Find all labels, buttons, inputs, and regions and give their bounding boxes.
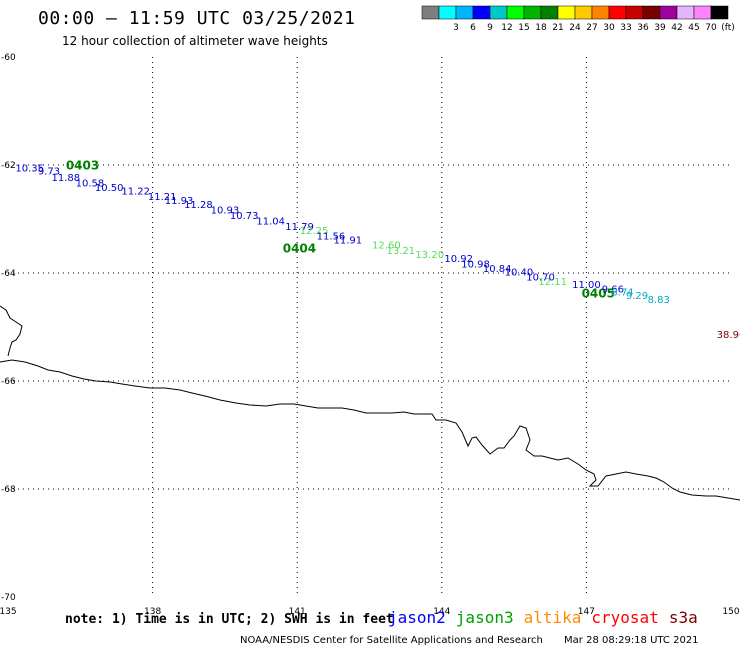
x-tick-label: 144 bbox=[433, 607, 450, 617]
legend-swatch bbox=[472, 5, 491, 20]
wave-height-observations: 10.359.7311.8810.5810.5011.2211.2111.931… bbox=[15, 163, 740, 340]
wave-height-value: 12.25 bbox=[300, 226, 329, 237]
wave-height-value: 11.04 bbox=[256, 216, 285, 227]
satellite-name-jason2: jason2 bbox=[388, 608, 446, 627]
wave-height-value: 8.83 bbox=[648, 295, 670, 306]
map-title: 00:00 – 11:59 UTC 03/25/2021 bbox=[38, 8, 356, 29]
wave-height-value: 11.28 bbox=[184, 200, 213, 211]
lat-lon-grid: 135 138 141 144 147 150 -60 -62 -64 -66 -68 -70 bbox=[0, 53, 740, 617]
satellite-name-jason3: jason3 bbox=[455, 608, 514, 627]
wave-height-value: 13.20 bbox=[415, 250, 444, 261]
wave-height-value: 11.91 bbox=[333, 235, 362, 246]
legend-swatch bbox=[421, 5, 440, 20]
legend-swatch bbox=[540, 5, 559, 20]
legend-swatch bbox=[676, 5, 695, 20]
legend-label: 70 bbox=[705, 23, 717, 33]
x-tick-label: 135 bbox=[0, 607, 17, 617]
legend-label: 30 bbox=[603, 23, 615, 33]
legend-label: 6 bbox=[470, 23, 476, 33]
legend-label: 27 bbox=[586, 23, 597, 33]
legend-swatch bbox=[625, 5, 644, 20]
satellite-name-s3a: s3a bbox=[668, 608, 698, 627]
legend-label: 24 bbox=[569, 23, 581, 33]
legend-label: 18 bbox=[535, 23, 547, 33]
satellite-legend: jason2 jason3 altika cryosat s3a bbox=[388, 608, 708, 627]
wave-height-value: 12.11 bbox=[538, 277, 567, 288]
legend-label: 33 bbox=[620, 23, 631, 33]
wave-height-value: 11.00 bbox=[572, 280, 601, 291]
wave-height-value: 10.35 bbox=[15, 163, 44, 174]
legend-swatch bbox=[608, 5, 627, 20]
credit-text: NOAA/NESDIS Center for Satellite Applica… bbox=[240, 635, 543, 646]
legend-label: 3 bbox=[453, 23, 459, 33]
track-time-label: 0405 bbox=[582, 286, 615, 300]
legend-label: 36 bbox=[637, 23, 649, 33]
legend-swatch bbox=[693, 5, 712, 20]
credit-line: NOAA/NESDIS Center for Satellite Applica… bbox=[240, 635, 699, 646]
wave-height-value: 8.74 bbox=[611, 288, 633, 299]
wave-height-value: 9.66 bbox=[602, 284, 624, 295]
legend-label: 15 bbox=[518, 23, 529, 33]
wave-height-value: 11.93 bbox=[165, 196, 194, 207]
satellite-name-cryosat: cryosat bbox=[591, 608, 659, 627]
wave-height-value: 9.29 bbox=[626, 291, 648, 302]
y-tick-label: -64 bbox=[1, 269, 16, 279]
legend-swatch bbox=[574, 5, 593, 20]
y-tick-label: -68 bbox=[1, 485, 16, 495]
track-time-label: 0404 bbox=[283, 241, 316, 255]
legend-label: 21 bbox=[552, 23, 563, 33]
x-tick-label: 141 bbox=[289, 607, 306, 617]
wave-height-value: 10.40 bbox=[505, 268, 534, 279]
wave-height-value: 10.84 bbox=[483, 264, 512, 275]
wave-height-value: 10.50 bbox=[95, 183, 124, 194]
wave-height-value: 11.79 bbox=[285, 222, 314, 233]
wave-height-value: 11.88 bbox=[52, 173, 81, 184]
y-tick-label: -62 bbox=[1, 161, 16, 171]
credit-timestamp: Mar 28 08:29:18 UTC 2021 bbox=[564, 635, 699, 646]
wave-height-value: 10.92 bbox=[444, 254, 473, 265]
legend-swatch bbox=[506, 5, 525, 20]
legend-swatch bbox=[710, 5, 729, 20]
legend-swatch bbox=[557, 5, 576, 20]
wave-height-value: 12.60 bbox=[372, 241, 401, 252]
legend-label: 45 bbox=[688, 23, 699, 33]
color-legend: 3 6 9 12 15 18 21 24 27 30 33 36 39 42 45 70 (ft) bbox=[421, 5, 735, 33]
wave-height-value: 10.93 bbox=[211, 206, 240, 217]
wave-height-value: 11.56 bbox=[317, 232, 346, 243]
wave-height-value: 9.73 bbox=[38, 167, 60, 178]
y-tick-label: -70 bbox=[1, 593, 16, 603]
coastline bbox=[0, 305, 740, 501]
x-tick-label: 147 bbox=[578, 607, 595, 617]
wave-height-value: 11.21 bbox=[148, 192, 177, 203]
legend-swatch bbox=[438, 5, 457, 20]
footer-note: note: 1) Time is in UTC; 2) SWH is in fe… bbox=[65, 612, 394, 627]
wave-height-value: 38.96 bbox=[717, 330, 740, 341]
track-time-label: 0403 bbox=[66, 158, 99, 172]
wave-height-value: 13.21 bbox=[387, 246, 416, 257]
legend-swatch bbox=[659, 5, 678, 20]
x-tick-label: 138 bbox=[144, 607, 161, 617]
legend-swatch bbox=[455, 5, 474, 20]
wave-height-value: 10.70 bbox=[526, 273, 555, 284]
legend-label: 9 bbox=[487, 23, 493, 33]
legend-label: 39 bbox=[654, 23, 666, 33]
wave-height-value: 11.22 bbox=[121, 187, 150, 198]
legend-label: (ft) bbox=[721, 23, 735, 33]
wave-height-value: 10.58 bbox=[76, 179, 105, 190]
y-tick-label: -60 bbox=[1, 53, 16, 63]
satellite-name-altika: altika bbox=[523, 608, 582, 627]
legend-swatch bbox=[591, 5, 610, 20]
legend-swatch bbox=[642, 5, 661, 20]
y-tick-label: -66 bbox=[1, 377, 16, 387]
wave-height-value: 10.98 bbox=[461, 260, 490, 271]
legend-swatch bbox=[523, 5, 542, 20]
legend-label: 12 bbox=[501, 23, 512, 33]
x-tick-label: 150 bbox=[722, 607, 739, 617]
map-subtitle: 12 hour collection of altimeter wave hei… bbox=[62, 34, 328, 48]
wave-height-value: 10.73 bbox=[230, 211, 259, 222]
legend-label: 42 bbox=[671, 23, 682, 33]
legend-swatch bbox=[489, 5, 508, 20]
satellite-track-labels: 0403 0404 0405 bbox=[66, 158, 615, 300]
